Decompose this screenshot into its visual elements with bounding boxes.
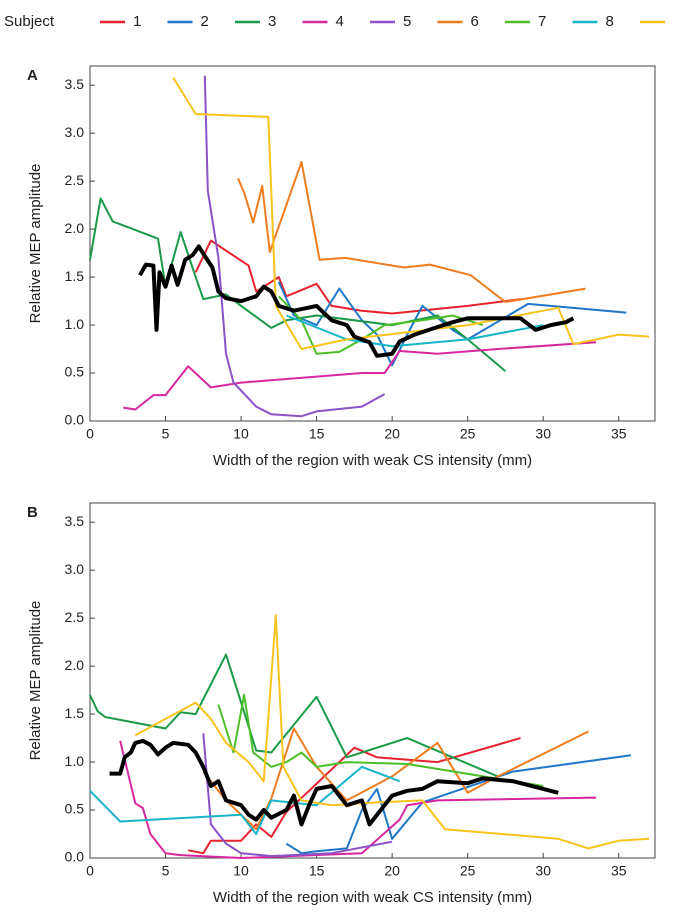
x-axis-label: Width of the region with weak CS intensi… [213, 889, 532, 906]
series-line [89, 197, 507, 372]
legend-label: 8 [606, 13, 614, 30]
mean-line [109, 738, 559, 827]
series-line [194, 239, 521, 315]
x-tick-label: 20 [384, 426, 400, 442]
x-tick-label: 15 [309, 863, 325, 879]
series-line [134, 614, 650, 850]
x-tick-label: 0 [86, 426, 94, 442]
series-line [203, 75, 386, 418]
x-tick-label: 35 [611, 426, 627, 442]
y-tick-label: 1.0 [65, 753, 85, 769]
legend-label: 3 [268, 13, 276, 30]
plot-frame [89, 65, 656, 422]
series-line [286, 314, 544, 348]
x-tick-label: 30 [535, 426, 551, 442]
legend-label: 5 [403, 13, 411, 30]
series-line [123, 341, 597, 411]
legend-title: Subject [4, 13, 55, 30]
y-tick-label: 3.5 [65, 76, 85, 92]
panel-label: A [27, 67, 38, 84]
series-line [89, 765, 401, 835]
legend-label: 4 [336, 13, 344, 30]
panel-label: B [27, 504, 38, 521]
y-tick-label: 2.0 [65, 657, 85, 673]
y-tick-label: 0.5 [65, 801, 85, 817]
series-line [217, 693, 544, 787]
y-tick-label: 0.5 [65, 364, 85, 380]
y-tick-label: 3.5 [65, 513, 85, 529]
x-tick-label: 25 [460, 426, 476, 442]
y-tick-label: 3.0 [65, 124, 85, 140]
x-tick-label: 30 [535, 863, 551, 879]
legend-label: 1 [133, 13, 141, 30]
y-tick-label: 0.0 [65, 849, 85, 865]
y-tick-label: 2.5 [65, 172, 85, 188]
series-line [202, 733, 393, 858]
plot-frame [89, 502, 656, 859]
series-line [172, 76, 650, 350]
x-axis-label: Width of the region with weak CS intensi… [213, 452, 532, 469]
y-tick-label: 0.0 [65, 412, 85, 428]
legend-label: 7 [538, 13, 546, 30]
y-tick-label: 1.0 [65, 316, 85, 332]
series-line [202, 727, 589, 831]
x-tick-label: 0 [86, 863, 94, 879]
series-line [285, 754, 631, 855]
x-tick-label: 10 [233, 426, 249, 442]
series-line [119, 740, 597, 859]
x-tick-label: 5 [162, 426, 170, 442]
y-axis-label: Relative MEP amplitude [27, 164, 44, 324]
legend-label: 2 [201, 13, 209, 30]
x-tick-label: 35 [611, 863, 627, 879]
series-line [237, 160, 586, 303]
y-tick-label: 1.5 [65, 268, 85, 284]
y-tick-label: 1.5 [65, 705, 85, 721]
mean-line [138, 244, 575, 358]
y-axis-label: Relative MEP amplitude [27, 601, 44, 761]
y-tick-label: 3.0 [65, 561, 85, 577]
x-tick-label: 10 [233, 863, 249, 879]
x-tick-label: 5 [162, 863, 170, 879]
series-line [188, 737, 521, 855]
x-tick-label: 25 [460, 863, 476, 879]
series-line [89, 653, 499, 778]
x-tick-label: 20 [384, 863, 400, 879]
y-tick-label: 2.0 [65, 220, 85, 236]
legend-label: 6 [471, 13, 479, 30]
y-tick-label: 2.5 [65, 609, 85, 625]
x-tick-label: 15 [309, 426, 325, 442]
